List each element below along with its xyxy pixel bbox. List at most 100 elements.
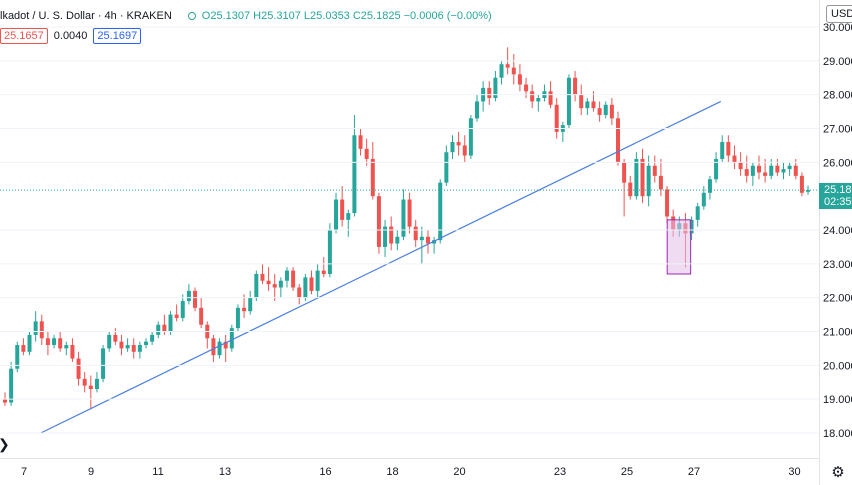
candle-body bbox=[334, 199, 339, 230]
candle-body bbox=[579, 94, 584, 109]
candle-body bbox=[793, 165, 798, 176]
candle bbox=[168, 311, 173, 335]
candle bbox=[242, 294, 247, 318]
market-status-icon bbox=[187, 12, 196, 20]
candle-body bbox=[775, 165, 780, 173]
candle bbox=[603, 101, 608, 119]
candle-body bbox=[665, 189, 670, 217]
candle-body bbox=[193, 290, 198, 308]
candle-body bbox=[303, 277, 308, 298]
candle-body bbox=[548, 91, 553, 105]
candle-body bbox=[707, 179, 712, 193]
candle-body bbox=[223, 341, 228, 349]
candle bbox=[413, 219, 418, 247]
y-tick-label: 24.0000 bbox=[823, 225, 852, 237]
gear-icon[interactable]: ⚙ bbox=[831, 464, 845, 481]
candle-body bbox=[278, 280, 283, 288]
buy-price-button[interactable]: 25.1697 bbox=[93, 28, 142, 44]
candle bbox=[640, 148, 645, 203]
candle-body bbox=[242, 307, 247, 312]
currency-button[interactable]: USD bbox=[826, 5, 852, 23]
x-tick-label: 25 bbox=[621, 466, 633, 478]
candle bbox=[119, 334, 124, 356]
candle-body bbox=[597, 108, 602, 115]
candle bbox=[70, 338, 75, 362]
highlight-rectangle[interactable] bbox=[666, 219, 692, 275]
y-tick-label: 28.0000 bbox=[823, 90, 852, 102]
candle-body bbox=[340, 199, 345, 220]
drawings-layer[interactable] bbox=[0, 100, 819, 434]
candle-body bbox=[652, 165, 657, 176]
candle bbox=[272, 273, 277, 302]
candle-body bbox=[401, 199, 406, 237]
x-tick-label: 23 bbox=[554, 466, 566, 478]
candle bbox=[266, 267, 271, 291]
candle bbox=[180, 294, 185, 322]
candle bbox=[775, 158, 780, 176]
sell-price-button[interactable]: 25.1657 bbox=[0, 28, 48, 44]
candle-body bbox=[346, 213, 351, 220]
candle bbox=[113, 328, 118, 346]
candle bbox=[536, 94, 541, 112]
candle bbox=[52, 334, 57, 349]
candle bbox=[487, 81, 492, 105]
time-axis[interactable]: 7 9 11 13 16 18 20 23 25 27 30 bbox=[21, 466, 801, 478]
candle bbox=[260, 263, 265, 285]
trendline[interactable] bbox=[40, 100, 722, 434]
candle-body bbox=[714, 158, 719, 180]
candle-body bbox=[475, 101, 480, 119]
left-arrow-icon[interactable]: ❯ bbox=[0, 436, 10, 453]
candle-body bbox=[248, 297, 253, 312]
candle-body bbox=[358, 135, 363, 149]
candle-body bbox=[487, 87, 492, 99]
candle-body bbox=[573, 77, 578, 95]
candle bbox=[646, 155, 651, 207]
candle-body bbox=[634, 158, 639, 197]
candle bbox=[499, 60, 504, 85]
candle bbox=[88, 375, 93, 410]
candle bbox=[150, 331, 155, 346]
candle bbox=[665, 186, 670, 224]
y-tick-label: 30.0000 bbox=[823, 22, 852, 34]
candle bbox=[352, 114, 357, 217]
candle bbox=[9, 361, 14, 406]
candle-body bbox=[609, 104, 614, 119]
candle bbox=[787, 162, 792, 176]
candle bbox=[199, 297, 204, 329]
symbol-title[interactable]: lkadot / U. S. Dollar · 4h · KRAKEN bbox=[0, 10, 172, 22]
candle-body bbox=[125, 345, 130, 349]
candle bbox=[107, 331, 112, 352]
candle-body bbox=[309, 277, 314, 291]
candle bbox=[444, 145, 449, 187]
candle-body bbox=[738, 162, 743, 170]
candle bbox=[370, 142, 375, 200]
candle-body bbox=[174, 314, 179, 318]
y-tick-label: 20.0000 bbox=[823, 360, 852, 372]
candle-body bbox=[156, 324, 161, 335]
symbol-legend: lkadot / U. S. Dollar · 4h · KRAKEN O25.… bbox=[0, 8, 492, 24]
candle bbox=[450, 135, 455, 159]
y-tick-label: 19.0000 bbox=[823, 394, 852, 406]
candle-body bbox=[229, 328, 234, 349]
candle bbox=[346, 209, 351, 237]
candle bbox=[193, 287, 198, 312]
candle bbox=[438, 179, 443, 244]
price-axis[interactable]: 30.0000 29.0000 28.0000 27.0000 26.0000 24.00… bbox=[0, 22, 852, 440]
candle bbox=[64, 341, 69, 356]
candle bbox=[542, 84, 547, 102]
candle-body bbox=[468, 118, 473, 156]
candle bbox=[432, 236, 437, 254]
candle-body bbox=[616, 118, 620, 163]
candle bbox=[756, 155, 761, 180]
candle-body bbox=[70, 345, 75, 359]
candle bbox=[573, 70, 578, 102]
candle-body bbox=[150, 334, 155, 342]
candle bbox=[248, 290, 253, 315]
candle-body bbox=[628, 182, 633, 197]
candle-body bbox=[364, 148, 369, 159]
candle bbox=[358, 128, 363, 156]
candle bbox=[229, 324, 234, 352]
candle-body bbox=[266, 280, 271, 285]
candle bbox=[481, 81, 486, 112]
